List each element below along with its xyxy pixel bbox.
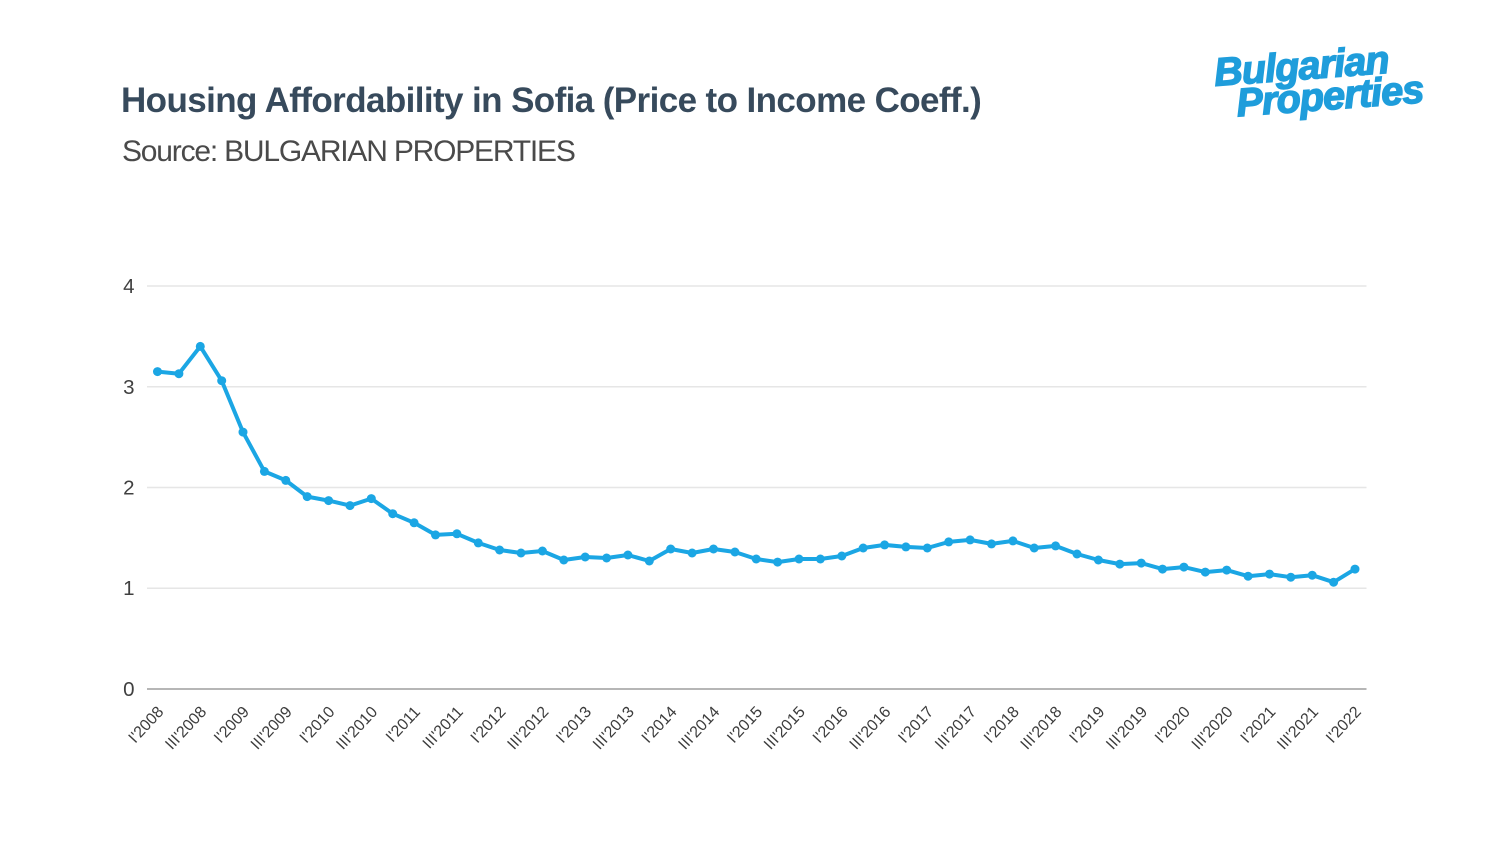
svg-text:I'2020: I'2020 <box>1152 704 1194 747</box>
svg-text:I'2008: I'2008 <box>126 704 168 747</box>
svg-text:III'2016: III'2016 <box>847 704 895 754</box>
svg-text:III'2009: III'2009 <box>248 704 296 754</box>
svg-text:III'2014: III'2014 <box>676 704 724 754</box>
svg-text:III'2011: III'2011 <box>420 704 467 753</box>
svg-text:I'2017: I'2017 <box>895 704 937 747</box>
svg-text:3: 3 <box>123 376 134 399</box>
svg-text:I'2011: I'2011 <box>383 704 424 746</box>
svg-text:I'2012: I'2012 <box>468 704 510 747</box>
svg-text:III'2021: III'2021 <box>1274 704 1322 754</box>
svg-text:III'2017: III'2017 <box>932 704 980 754</box>
svg-text:I'2010: I'2010 <box>297 704 339 747</box>
svg-text:III'2010: III'2010 <box>333 704 381 754</box>
svg-text:I'2018: I'2018 <box>981 704 1023 747</box>
svg-text:III'2013: III'2013 <box>590 704 638 754</box>
svg-text:I'2009: I'2009 <box>211 704 253 747</box>
svg-text:III'2020: III'2020 <box>1189 704 1237 754</box>
svg-text:III'2008: III'2008 <box>162 704 210 754</box>
svg-text:I'2013: I'2013 <box>553 704 595 747</box>
svg-text:I'2014: I'2014 <box>639 704 681 747</box>
svg-text:I'2022: I'2022 <box>1323 704 1365 747</box>
svg-text:4: 4 <box>123 275 134 298</box>
svg-text:I'2016: I'2016 <box>810 704 852 747</box>
svg-text:III'2019: III'2019 <box>1103 704 1151 754</box>
svg-text:I'2021: I'2021 <box>1238 704 1280 747</box>
svg-text:0: 0 <box>123 678 134 701</box>
svg-text:I'2015: I'2015 <box>724 704 766 747</box>
svg-text:III'2012: III'2012 <box>504 704 552 754</box>
svg-text:III'2015: III'2015 <box>761 704 809 754</box>
svg-text:2: 2 <box>123 477 134 500</box>
svg-text:III'2018: III'2018 <box>1018 704 1066 754</box>
svg-text:1: 1 <box>123 577 134 600</box>
svg-text:I'2019: I'2019 <box>1067 704 1109 747</box>
